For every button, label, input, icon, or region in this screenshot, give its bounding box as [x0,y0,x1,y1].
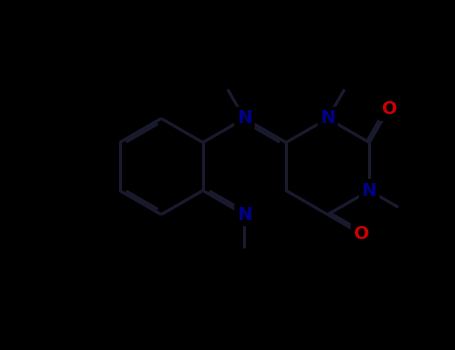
Text: O: O [381,100,396,118]
Text: O: O [354,225,369,243]
Text: N: N [237,205,252,224]
Text: N: N [362,182,377,199]
Text: N: N [237,110,252,127]
Text: N: N [320,110,335,127]
